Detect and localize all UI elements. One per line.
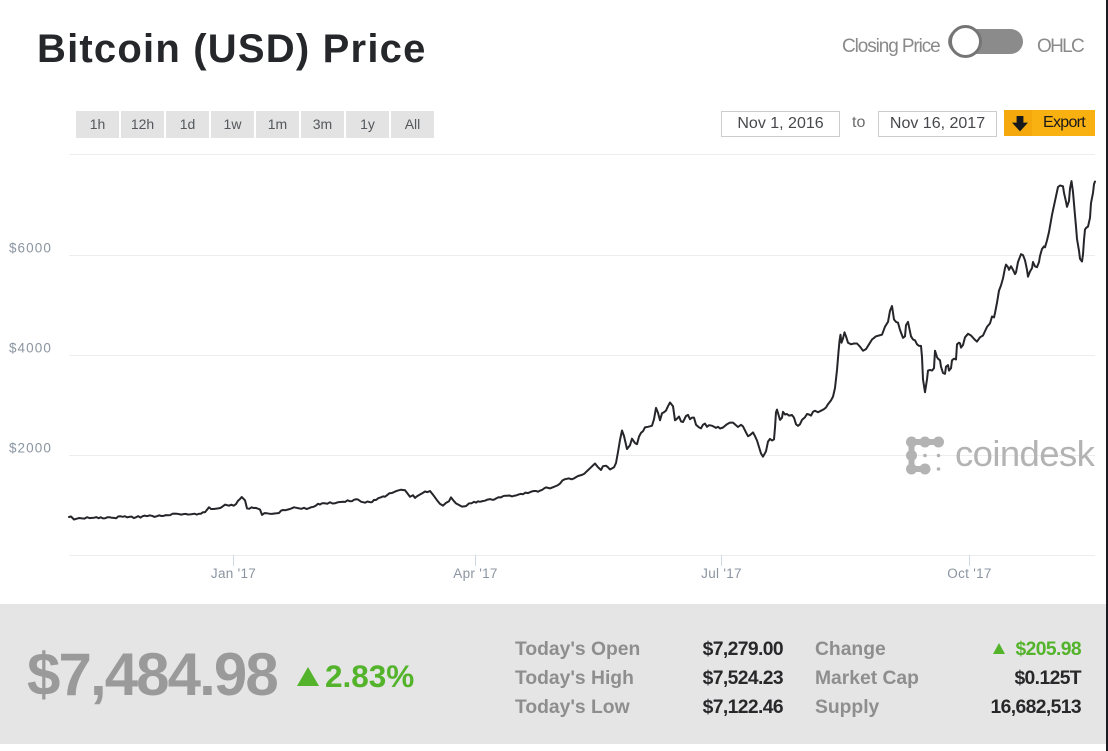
svg-text:Jul '17: Jul '17 xyxy=(701,566,742,581)
svg-text:coindesk: coindesk xyxy=(955,433,1096,474)
svg-text:$6000: $6000 xyxy=(9,241,52,256)
svg-text:$2000: $2000 xyxy=(9,441,52,456)
svg-text:$4000: $4000 xyxy=(9,341,52,356)
svg-text:Oct '17: Oct '17 xyxy=(947,566,991,581)
svg-text:Jan '17: Jan '17 xyxy=(211,566,256,581)
svg-text:Apr '17: Apr '17 xyxy=(453,566,497,581)
